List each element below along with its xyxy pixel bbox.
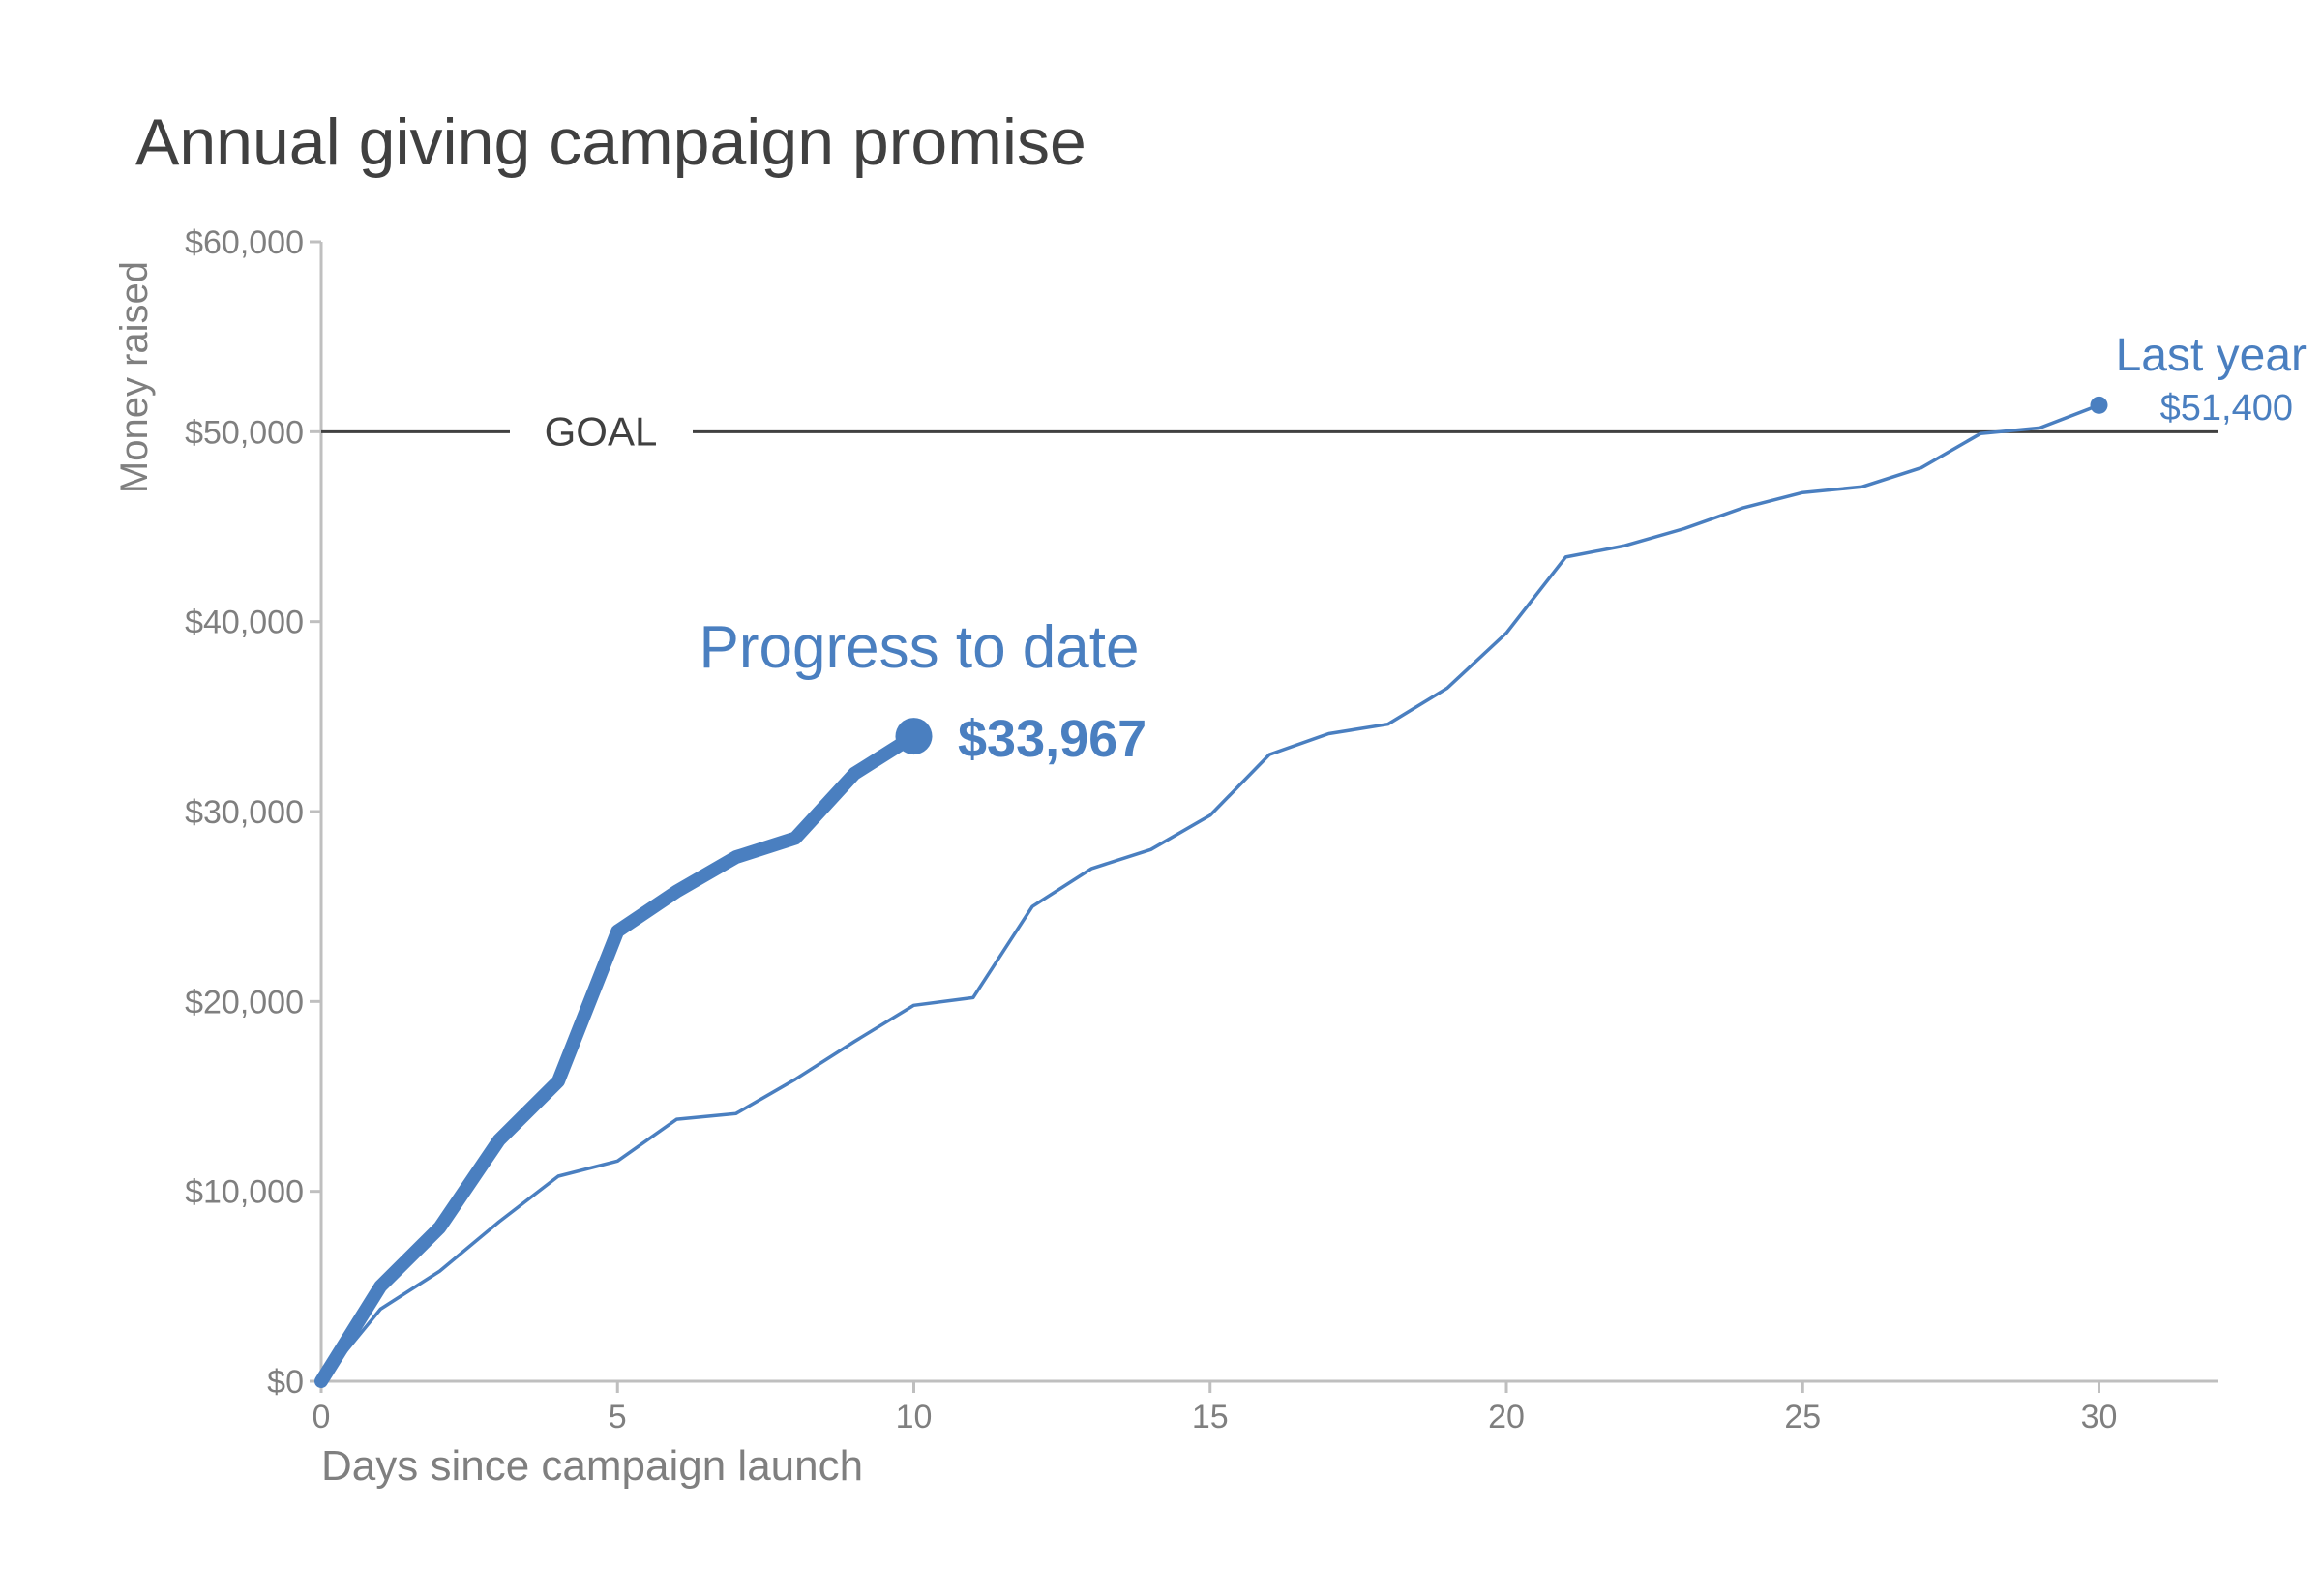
y-tick-label: $20,000 [185, 984, 304, 1020]
x-tick-label: 15 [1192, 1399, 1229, 1435]
x-tick-label: 25 [1784, 1399, 1821, 1435]
y-tick-label: $10,000 [185, 1174, 304, 1211]
series-line-last-year [319, 403, 2101, 1383]
progress-label: Progress to date [700, 614, 1140, 681]
x-axis-label: Days since campaign launch [321, 1442, 863, 1490]
y-tick-label: $60,000 [185, 224, 304, 261]
y-tick-label: $30,000 [185, 794, 304, 831]
last-year-value: $51,400 [2160, 388, 2293, 429]
axes: $0 $10,000 $20,000 $30,000 $40,000 $50,000 $60… [185, 224, 2218, 1435]
x-tick-label: 20 [1488, 1399, 1525, 1435]
y-tick-label: $40,000 [185, 605, 304, 641]
endpoint-progress [895, 718, 933, 755]
labels-group: Last year $51,400 Progress to date $33,967 [700, 330, 2307, 768]
y-tick-label: $50,000 [185, 414, 304, 451]
series-line-progress [314, 729, 921, 1388]
x-tick-label: 10 [896, 1399, 933, 1435]
goal-label: GOAL [545, 408, 658, 454]
goal-group: GOAL [321, 408, 2218, 454]
last-year-label: Last year [2116, 330, 2307, 381]
x-tick-label: 30 [2081, 1399, 2118, 1435]
y-tick-label: $0 [267, 1364, 304, 1401]
chart-title: Annual giving campaign promise [135, 105, 1087, 179]
y-axis-label: Money raised [113, 261, 156, 493]
series-group [314, 396, 2108, 1388]
x-tick-label: 5 [609, 1399, 627, 1435]
endpoint-last-year [2090, 396, 2108, 414]
x-tick-label: 0 [313, 1399, 331, 1435]
progress-value: $33,967 [958, 710, 1146, 768]
